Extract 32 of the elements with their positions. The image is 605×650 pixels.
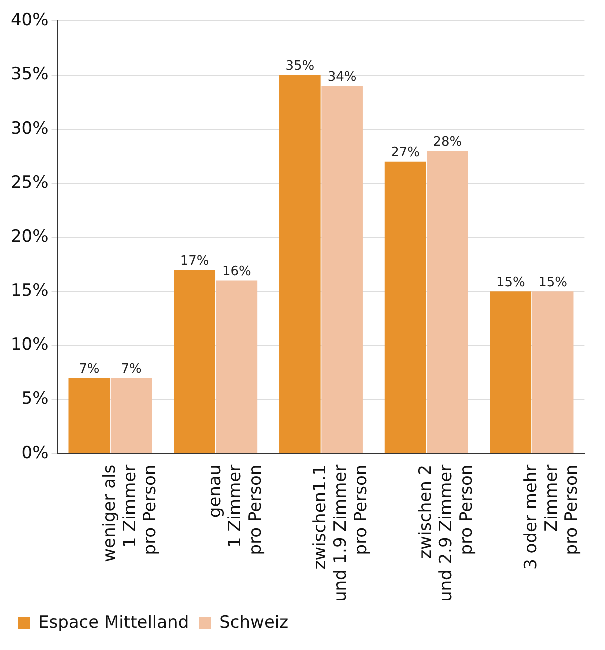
bar (384, 162, 426, 454)
y-tick-label: 10% (10, 335, 49, 356)
data-label: 28% (433, 134, 462, 150)
data-label: 27% (391, 146, 420, 161)
bar (68, 378, 110, 454)
x-tick-label: weniger als 1 Zimmer pro Person (100, 464, 161, 562)
data-label: 17% (180, 254, 210, 269)
y-tick-label: 30% (10, 118, 49, 139)
y-tick-label: 20% (10, 226, 49, 247)
data-label: 7% (79, 362, 100, 378)
y-tick-label: 15% (10, 281, 49, 302)
data-label: 15% (496, 276, 526, 290)
data-label: 7% (121, 362, 142, 378)
y-tick-label: 25% (10, 172, 49, 193)
y-tick-label: 35% (10, 64, 49, 85)
bar (532, 292, 574, 454)
y-tick-label: 0% (22, 443, 49, 464)
legend-label: Schweiz (220, 612, 289, 633)
legend-label: Espace Mittelland (38, 612, 190, 633)
bar (322, 86, 363, 454)
bar (110, 378, 152, 454)
y-tick-label: 5% (22, 389, 49, 410)
data-label: 15% (538, 276, 568, 290)
bar (427, 151, 468, 454)
data-label: 34% (328, 70, 357, 85)
bar (174, 270, 216, 454)
bar (216, 280, 258, 454)
bar (280, 75, 321, 454)
data-label: 16% (222, 264, 252, 280)
data-label: 35% (286, 59, 315, 74)
y-tick-label: 40% (10, 10, 49, 31)
bar (490, 292, 532, 454)
